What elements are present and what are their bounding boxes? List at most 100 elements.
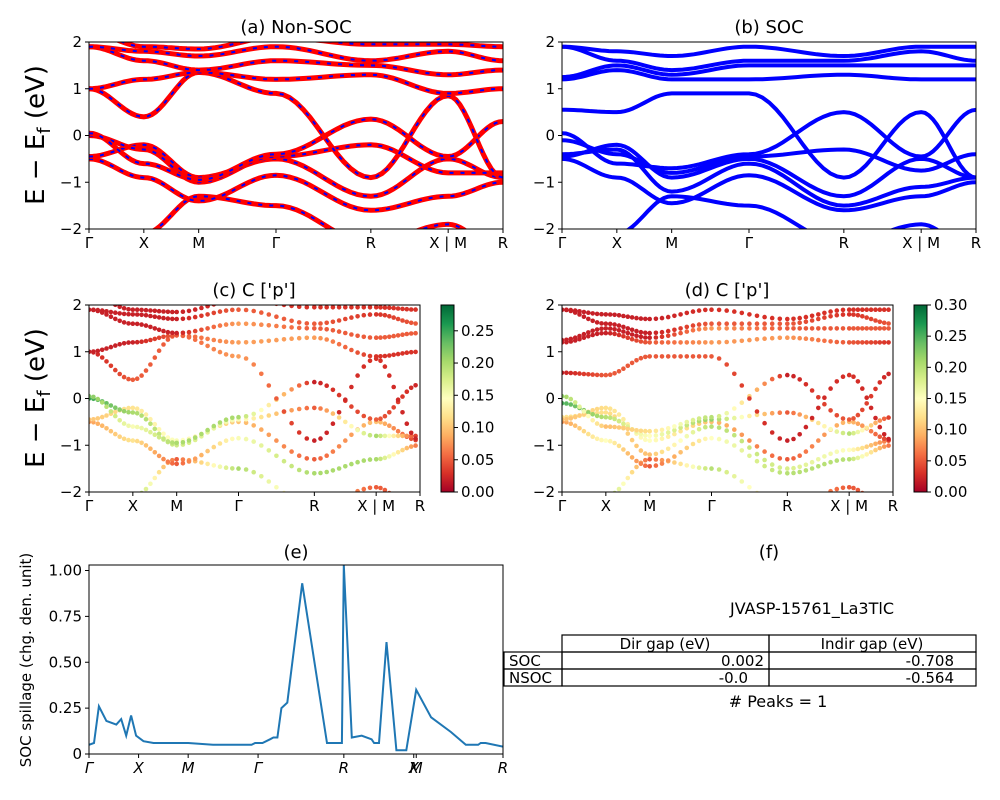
panel-c-point <box>413 307 418 312</box>
panel-c-point <box>152 308 158 314</box>
panel-d-point <box>868 393 874 399</box>
panel-c-point <box>113 409 118 415</box>
panel-c-xtick-label: Γ <box>234 497 243 515</box>
panel-d-point <box>828 309 833 314</box>
panel-e-ytick-label: 0.75 <box>49 607 82 625</box>
panel-c-point <box>400 433 405 439</box>
panel-c-point <box>236 321 241 327</box>
panel-c-point <box>387 353 392 358</box>
panel-e-ytick-label: 0.50 <box>49 653 82 671</box>
panel-c-point <box>113 405 118 411</box>
panel-c-ytick-label: 1 <box>72 343 82 361</box>
panel-d-point <box>603 372 609 378</box>
panel-d-point <box>791 470 796 476</box>
panel-c-point <box>312 457 317 462</box>
panel-c-point <box>126 405 131 411</box>
panel-c-point <box>186 315 192 321</box>
panel-d-point <box>881 340 887 345</box>
panel-c-point <box>161 334 166 340</box>
panel-c-point <box>395 397 401 403</box>
panel-d-point <box>603 405 609 411</box>
panel-d-point <box>864 326 869 331</box>
panel-d-point <box>638 428 644 434</box>
panel-b-xtick-label: R <box>971 234 981 252</box>
panel-c-point <box>87 293 92 298</box>
panel-c-point <box>134 339 140 345</box>
panel-d-point <box>696 426 702 432</box>
panel-d-point <box>809 318 815 323</box>
panel-d-point <box>672 427 677 433</box>
panel-d-point <box>791 373 796 379</box>
panel-d-point <box>886 321 891 326</box>
panel-d-point <box>873 447 878 453</box>
panel-e-title: (e) <box>283 542 308 563</box>
panel-c-point <box>170 457 175 463</box>
panel-b-ytick-label: 2 <box>545 33 555 51</box>
panel-c-point <box>152 475 158 481</box>
panel-d-point <box>886 307 891 313</box>
panel-c-point <box>192 307 198 312</box>
panel-c-point <box>148 446 153 452</box>
panel-d-point <box>564 401 569 406</box>
panel-d-point <box>621 447 626 452</box>
panel-b-plot: −2 −1 0 1 2 Γ X M Γ R X | M R <box>533 33 981 252</box>
panel-c-point <box>349 384 354 390</box>
panel-d-point <box>629 427 635 432</box>
panel-d-point <box>690 309 696 314</box>
panel-d-point <box>816 457 821 462</box>
panel-c-point <box>165 459 171 465</box>
panel-d-point <box>828 459 833 465</box>
panel-d-point <box>873 415 878 421</box>
panel-c-point <box>211 346 217 352</box>
panel-c-point <box>186 329 192 335</box>
panel-c-point <box>186 438 192 443</box>
panel-c-point <box>373 417 379 422</box>
panel-d-point <box>607 406 613 412</box>
panel-d-point <box>877 319 883 325</box>
panel-d-point <box>739 448 745 453</box>
panel-c-point <box>408 331 414 336</box>
panel-c-point <box>217 420 223 425</box>
panel-d-ytick-label: −2 <box>533 483 555 501</box>
panel-d-point <box>616 418 622 424</box>
panel-c-point <box>95 307 101 313</box>
peaks-label: # Peaks = 1 <box>729 692 828 711</box>
panel-c-point <box>373 433 379 439</box>
panel-c-point <box>108 344 114 350</box>
panel-c-point <box>391 315 397 320</box>
panel-c-point <box>134 411 140 416</box>
panel-c-point <box>400 447 405 453</box>
panel-c-point <box>205 326 210 331</box>
panel-d-point <box>785 438 790 443</box>
panel-c-point <box>223 417 229 423</box>
panel-c-point <box>122 496 127 501</box>
panel-d-point <box>703 354 708 359</box>
panel-d-point <box>653 437 659 443</box>
panel-c-point <box>304 326 310 331</box>
panel-c-point <box>134 438 140 444</box>
panel-d-point <box>634 358 639 363</box>
panel-c-ytick-label: 2 <box>72 296 82 314</box>
panel-d-point <box>678 461 683 467</box>
panel-c-point <box>324 305 330 310</box>
panel-d-point <box>696 354 702 359</box>
panel-c-point <box>156 469 162 475</box>
panel-c-point <box>361 364 367 369</box>
panel-d-point <box>659 315 665 321</box>
panel-c-point <box>211 305 217 307</box>
panel-d-point <box>769 321 775 327</box>
panel-d-point <box>599 331 604 336</box>
panel-d-point <box>572 414 578 420</box>
panel-d-point <box>709 340 714 345</box>
panel-c-point <box>382 413 388 419</box>
panel-c-point <box>199 313 204 319</box>
panel-c-frame <box>88 304 421 493</box>
panel-c-point <box>117 318 122 324</box>
panel-d-point <box>562 337 565 343</box>
panel-d-point <box>599 326 604 332</box>
panel-c-point <box>281 490 287 492</box>
panel-c-point <box>243 307 249 313</box>
panel-c-point <box>243 420 249 426</box>
panel-d-point <box>672 431 677 437</box>
panel-d-point <box>816 420 821 426</box>
